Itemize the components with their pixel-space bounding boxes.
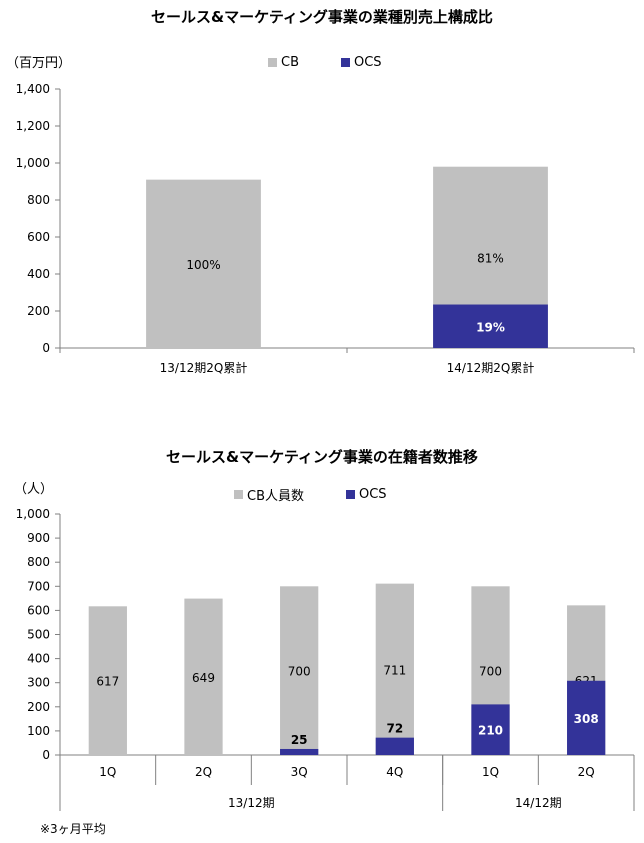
chart1-legend-ocs-swatch — [341, 58, 350, 67]
chart1-y-tick-label: 800 — [27, 193, 50, 207]
chart2-legend-ocs: OCS — [346, 487, 387, 502]
chart2-bar-cb — [88, 606, 127, 755]
chart2-data-label-ocs: 210 — [478, 724, 503, 738]
chart1-y-tick-label: 1,400 — [16, 82, 50, 96]
chart2-y-tick-label: 1,000 — [16, 507, 50, 521]
chart2-data-label-cb: 711 — [383, 663, 406, 677]
chart1-data-label-cb: 81% — [477, 251, 504, 265]
chart1-bar-cb — [146, 179, 261, 348]
chart1-y-tick-label: 600 — [27, 230, 50, 244]
chart2-data-label-cb: 649 — [192, 671, 215, 685]
chart2-bar-ocs — [375, 737, 414, 755]
chart2-unit-label: （人） — [14, 482, 54, 497]
chart1-bar-ocs — [433, 304, 548, 348]
chart2-y-tick-label: 800 — [27, 555, 50, 569]
chart2-bar-cb — [280, 586, 319, 755]
chart2-data-label-cb: 617 — [96, 675, 119, 689]
chart2-category-label: 2Q — [578, 765, 595, 779]
chart1-title: セールス&マーケティング事業の業種別売上構成比 — [151, 8, 493, 26]
chart1-legend: CB OCS — [268, 55, 424, 70]
chart2-legend-ocs-swatch — [346, 490, 355, 499]
chart2-y-tick-label: 400 — [27, 652, 50, 666]
chart2-legend: CB人員数 OCS — [234, 485, 429, 504]
chart2-bar-cb — [375, 583, 414, 755]
chart1-y-tick-label: 0 — [42, 341, 50, 355]
chart2-category-label: 1Q — [99, 765, 116, 779]
chart2-y-tick-label: 200 — [27, 700, 50, 714]
chart1-data-label-cb: 100% — [186, 258, 220, 272]
chart2-y-tick-label: 100 — [27, 724, 50, 738]
chart1-unit-label: （百万円） — [6, 56, 72, 71]
chart2-group-label: 13/12期 — [228, 796, 275, 810]
chart2-y-tick-label: 500 — [27, 628, 50, 642]
chart2-category-label: 1Q — [482, 765, 499, 779]
chart2-bar-cb — [184, 598, 223, 755]
chart2-legend-ocs-label: OCS — [359, 487, 387, 502]
chart2-group-label: 14/12期 — [515, 796, 562, 810]
chart2-data-label-cb: 700 — [479, 665, 502, 679]
chart2-legend-cb: CB人員数 — [234, 485, 304, 504]
chart1-y-tick-label: 1,000 — [16, 156, 50, 170]
chart1-y-tick-label: 1,200 — [16, 119, 50, 133]
chart2-data-label-ocs: 72 — [386, 722, 403, 736]
chart2-y-tick-label: 600 — [27, 603, 50, 617]
chart2-data-label-ocs: 25 — [291, 733, 308, 747]
chart2-y-tick-label: 0 — [42, 748, 50, 762]
chart1-y-tick-label: 400 — [27, 267, 50, 281]
chart1-category-label: 14/12期2Q累計 — [447, 360, 535, 375]
chart2-category-label: 2Q — [195, 765, 212, 779]
chart2-data-label-ocs: 308 — [574, 712, 599, 726]
chart2-y-tick-label: 900 — [27, 531, 50, 545]
chart2-title: セールス&マーケティング事業の在籍者数推移 — [166, 448, 478, 466]
chart1-category-label: 13/12期2Q累計 — [160, 360, 248, 375]
chart1-legend-ocs: OCS — [341, 55, 382, 70]
chart2-legend-cb-label: CB人員数 — [247, 489, 304, 504]
chart2-legend-cb-swatch — [234, 490, 243, 499]
chart1-y-tick-label: 200 — [27, 304, 50, 318]
footnote: ※3ヶ月平均 — [40, 822, 106, 836]
chart2-bar-ocs — [471, 704, 510, 755]
chart2-category-label: 3Q — [291, 765, 308, 779]
chart2-y-tick-label: 300 — [27, 676, 50, 690]
chart2-bar-ocs — [567, 680, 606, 755]
chart1-legend-ocs-label: OCS — [354, 55, 382, 70]
chart2-y-tick-label: 700 — [27, 579, 50, 593]
chart2-data-label-cb: 700 — [288, 665, 311, 679]
chart2-bar-ocs — [280, 748, 319, 755]
chart1-data-label-ocs: 19% — [476, 320, 505, 334]
chart1-legend-cb-swatch — [268, 58, 277, 67]
chart1-legend-cb-label: CB — [281, 55, 299, 70]
chart1-legend-cb: CB — [268, 55, 299, 70]
chart2-category-label: 4Q — [386, 765, 403, 779]
